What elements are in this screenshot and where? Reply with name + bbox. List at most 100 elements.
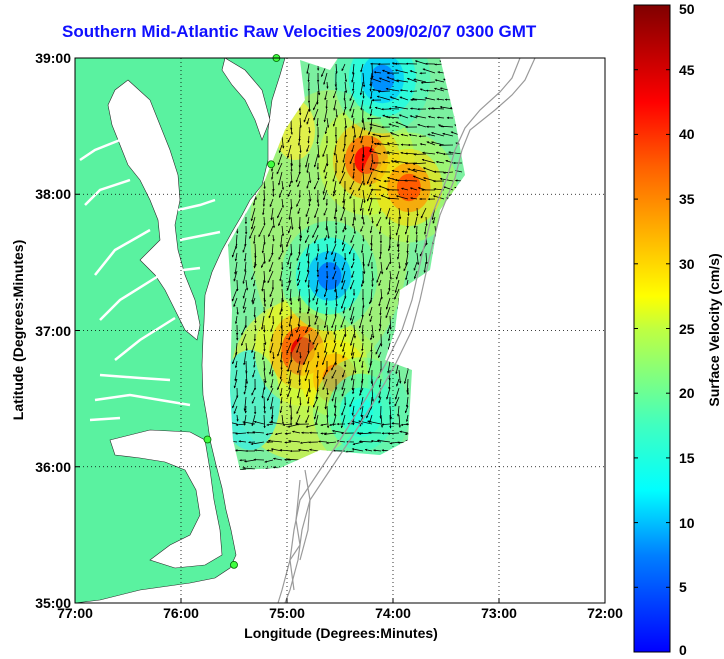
velocity-arrow <box>340 207 346 222</box>
velocity-arrow <box>261 279 265 292</box>
velocity-arrow <box>351 351 355 360</box>
velocity-arrow <box>361 324 364 335</box>
colorbar-tick-label: 10 <box>679 514 695 531</box>
velocity-arrow <box>296 387 301 399</box>
velocity-arrow <box>333 261 337 270</box>
velocity-arrow <box>297 315 301 327</box>
velocity-arrow <box>323 333 328 343</box>
velocity-arrow <box>308 333 312 343</box>
velocity-arrow <box>333 207 337 220</box>
velocity-arrow <box>431 141 445 146</box>
velocity-arrow <box>232 396 238 409</box>
velocity-arrow <box>299 351 302 359</box>
velocity-arrow <box>320 423 328 427</box>
velocity-arrow <box>394 279 400 293</box>
velocity-arrow <box>331 243 337 256</box>
velocity-arrow <box>232 351 238 365</box>
velocity-arrow <box>271 243 274 256</box>
velocity-arrow <box>350 315 355 325</box>
velocity-arrow <box>360 405 364 418</box>
velocity-arrow <box>252 430 265 434</box>
velocity-arrow <box>263 333 267 346</box>
velocity-arrow <box>280 360 283 371</box>
velocity-arrow <box>377 90 391 93</box>
velocity-arrow <box>303 108 310 123</box>
colorbar-ticks <box>634 4 670 653</box>
velocity-arrow <box>332 180 337 194</box>
velocity-arrow <box>307 252 310 264</box>
velocity-arrow <box>435 151 445 155</box>
velocity-arrow <box>313 153 319 168</box>
velocity-arrow <box>342 153 346 163</box>
velocity-arrow <box>304 270 310 283</box>
velocity-arrow <box>266 423 274 426</box>
velocity-arrow <box>307 135 310 144</box>
velocity-arrow <box>289 288 292 302</box>
velocity-arrow <box>263 297 267 307</box>
velocity-arrow <box>369 90 373 100</box>
delmarva-rivers <box>79 138 221 361</box>
velocity-arrow <box>349 180 355 190</box>
velocity-arrow <box>331 369 337 379</box>
x-tick-label: 74:00 <box>375 605 411 621</box>
velocity-arrow <box>307 72 310 83</box>
velocity-arrow <box>382 161 391 164</box>
velocity-arrow <box>288 333 292 341</box>
velocity-arrow <box>388 123 400 128</box>
velocity-arrow <box>313 108 319 121</box>
velocity-arrow <box>278 252 283 260</box>
velocity-arrow <box>315 387 319 400</box>
velocity-arrow <box>387 288 391 295</box>
velocity-arrow <box>279 333 283 346</box>
velocity-arrow <box>386 142 400 146</box>
velocity-arrow <box>379 252 382 260</box>
colorbar-tick-label: 20 <box>679 385 695 402</box>
velocity-arrow <box>412 162 427 165</box>
velocity-arrow <box>376 439 391 443</box>
velocity-arrow <box>249 225 256 239</box>
velocity-arrow <box>306 261 310 273</box>
velocity-arrow <box>353 324 357 339</box>
velocity-arrow <box>369 180 373 188</box>
velocity-arrow <box>405 252 409 266</box>
velocity-arrow <box>324 126 328 135</box>
velocity-arrow <box>280 396 283 404</box>
velocity-arrow <box>364 448 373 452</box>
velocity-arrow <box>235 432 247 435</box>
velocity-arrow <box>339 171 346 185</box>
velocity-arrow <box>264 459 274 463</box>
velocity-arrow <box>268 252 274 263</box>
velocity-arrow <box>309 448 319 452</box>
velocity-arrow <box>425 216 428 227</box>
velocity-arrow <box>298 448 310 452</box>
velocity-arrow <box>253 306 256 318</box>
velocity-arrow <box>326 225 330 239</box>
velocity-arrow <box>331 315 337 329</box>
velocity-arrow <box>317 198 320 207</box>
velocity-arrow <box>394 288 400 300</box>
velocity-arrow <box>331 360 337 371</box>
velocity-arrow <box>326 81 329 89</box>
velocity-arrow <box>287 360 292 372</box>
velocity-arrow <box>316 90 319 105</box>
velocity-arrow <box>351 108 355 119</box>
velocity-arrow <box>369 207 373 216</box>
velocity-arrow <box>386 387 391 400</box>
velocity-arrow <box>398 207 402 220</box>
velocity-arrow <box>361 108 364 123</box>
velocity-arrow <box>378 396 382 404</box>
velocity-arrow <box>378 135 391 138</box>
velocity-arrow <box>323 72 328 85</box>
velocity-arrow <box>322 378 328 391</box>
velocity-arrow <box>290 153 294 167</box>
velocity-arrow <box>308 198 311 207</box>
velocity-arrow <box>234 261 238 275</box>
velocity-arrow <box>359 81 364 96</box>
velocity-arrow <box>269 396 274 410</box>
velocity-arrow <box>296 333 301 343</box>
velocity-arrow <box>361 207 364 220</box>
velocity-arrow <box>370 77 382 83</box>
velocity-arrow <box>326 324 330 335</box>
velocity-arrow <box>371 387 375 402</box>
velocity-arrow <box>385 306 391 319</box>
